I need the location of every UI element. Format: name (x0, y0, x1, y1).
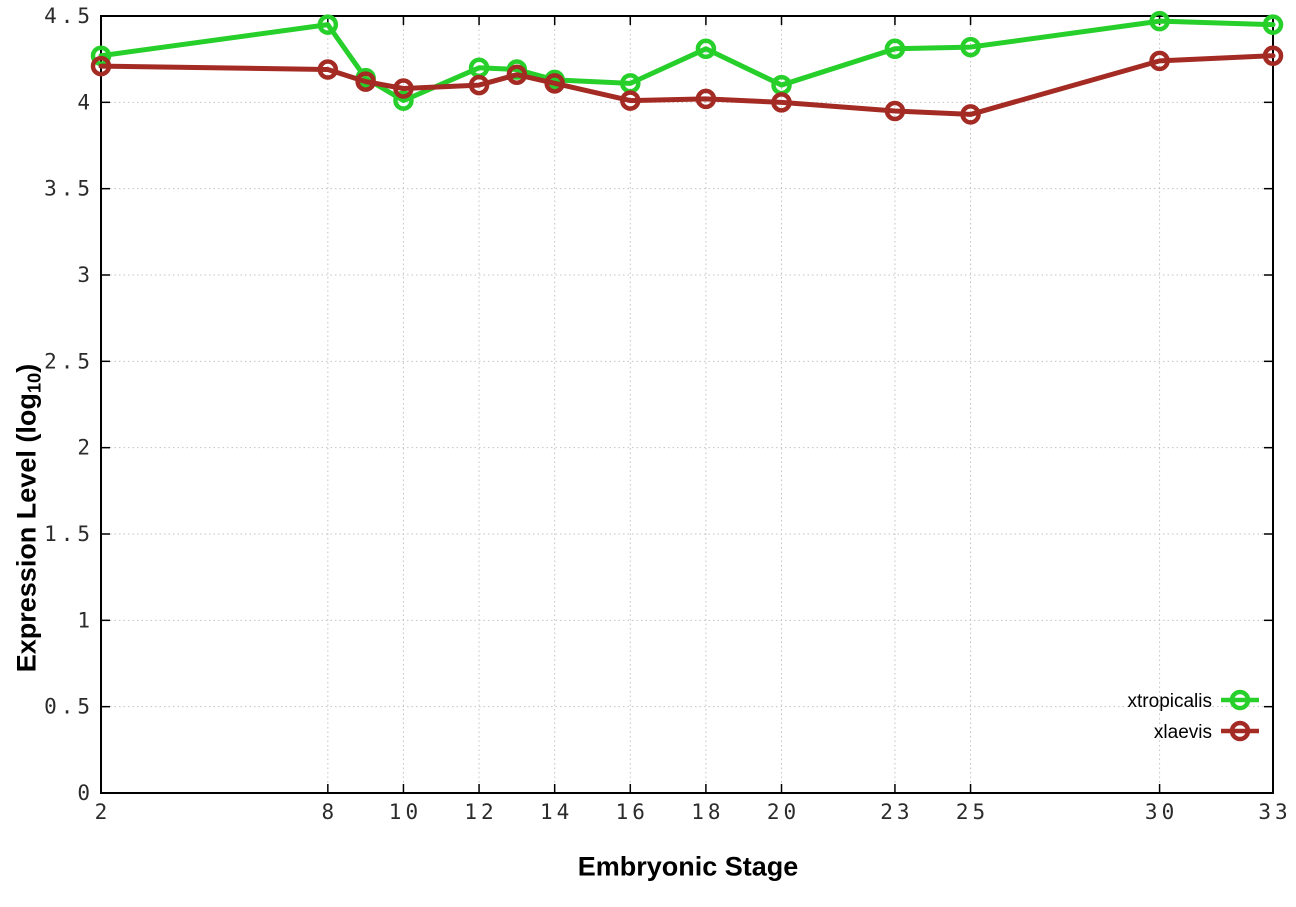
data-point-xtropicalis (960, 36, 981, 58)
y-tick-label: 3 (77, 263, 94, 287)
y-axis-title-text: Expression Level (log (11, 393, 42, 673)
x-tick-label: 33 (1258, 800, 1291, 824)
x-tick-label: 25 (956, 800, 989, 824)
x-tick-label: 30 (1145, 800, 1178, 824)
data-point-xlaevis (355, 71, 376, 92)
y-tick-label: 0.5 (44, 695, 94, 719)
y-tick-label: 2.5 (44, 349, 94, 373)
series-line-xlaevis (98, 53, 1276, 117)
x-tick-label: 8 (322, 800, 339, 824)
y-tick-label: 3.5 (44, 177, 94, 201)
data-point-xlaevis (1262, 45, 1284, 66)
x-tick-label: 23 (880, 800, 913, 824)
data-point-xlaevis (960, 104, 981, 125)
y-axis-title-subscript: 10 (23, 372, 45, 394)
data-point-xlaevis (317, 59, 339, 80)
data-point-xlaevis (884, 100, 906, 122)
y-tick-label: 1 (77, 608, 94, 632)
y-tick-label: 0 (77, 781, 94, 805)
data-point-xtropicalis (1262, 14, 1284, 35)
legend-sample-marker-xlaevis (1229, 720, 1251, 742)
data-point-xlaevis (695, 88, 717, 110)
y-tick-label: 4.5 (44, 4, 94, 28)
x-tick-label: 2 (95, 800, 112, 824)
x-tick-label: 10 (389, 800, 422, 824)
legend-label-xlaevis: xlaevis (1154, 722, 1212, 743)
data-point-xlaevis (393, 78, 414, 99)
data-point-xlaevis (620, 90, 641, 111)
data-point-xlaevis (544, 73, 565, 94)
data-point-xtropicalis (695, 38, 717, 60)
data-point-xtropicalis (1149, 10, 1170, 32)
series-line-xtropicalis (98, 18, 1276, 104)
x-axis-title: Embryonic Stage (577, 851, 799, 882)
data-point-xlaevis (90, 55, 112, 77)
y-tick-label: 4 (77, 90, 94, 114)
data-point-xlaevis (468, 74, 490, 96)
x-tick-label: 14 (540, 800, 573, 824)
data-point-xlaevis (1149, 50, 1170, 72)
legend-label-xtropicalis: xtropicalis (1128, 691, 1212, 712)
y-tick-label: 1.5 (44, 522, 94, 546)
data-point-xtropicalis (393, 90, 414, 111)
data-point-xtropicalis (317, 14, 339, 35)
data-point-xtropicalis (884, 38, 906, 60)
data-point-xlaevis (506, 64, 528, 85)
x-tick-label: 20 (767, 800, 800, 824)
x-tick-label: 12 (464, 800, 497, 824)
x-tick-label: 16 (616, 800, 649, 824)
legend-sample-marker-xtropicalis (1229, 689, 1251, 711)
y-tick-label: 2 (77, 436, 94, 460)
x-tick-label: 18 (691, 800, 724, 824)
data-point-xlaevis (771, 92, 792, 113)
plot-border (100, 15, 1274, 794)
y-axis-title: Expression Level (log10) (11, 364, 45, 673)
